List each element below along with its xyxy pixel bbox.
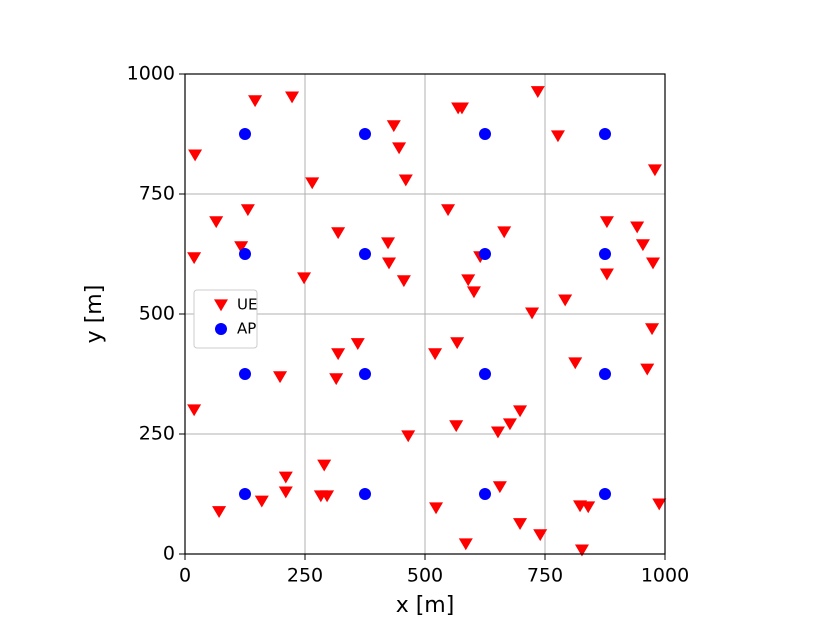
- ap-marker: [239, 248, 251, 260]
- legend-label: AP: [237, 320, 256, 338]
- y-tick-label: 250: [139, 423, 175, 445]
- ap-marker: [479, 368, 491, 380]
- ue-marker: [320, 490, 335, 503]
- ue-marker: [497, 226, 512, 239]
- ue-marker: [317, 459, 332, 472]
- ue-marker: [297, 272, 312, 285]
- ue-marker: [513, 405, 528, 418]
- ue-marker: [386, 120, 401, 133]
- ue-marker: [513, 518, 528, 531]
- ap-marker: [599, 368, 611, 380]
- x-axis-label: x [m]: [396, 593, 455, 618]
- ap-marker: [479, 488, 491, 500]
- legend-marker: [214, 299, 228, 312]
- ap-marker: [599, 248, 611, 260]
- ue-marker: [396, 275, 411, 288]
- ue-marker: [392, 142, 407, 155]
- ue-marker: [429, 502, 444, 515]
- ue-marker: [525, 307, 540, 320]
- ap-marker: [239, 488, 251, 500]
- ue-marker: [558, 294, 573, 307]
- x-tick-label: 1000: [641, 565, 689, 587]
- y-axis-label: y [m]: [82, 285, 107, 344]
- ue-marker: [329, 373, 344, 386]
- ap-marker: [599, 128, 611, 140]
- y-tick-label: 750: [139, 183, 175, 205]
- ue-marker: [212, 506, 227, 519]
- plot-frame: [184, 73, 666, 555]
- ue-marker: [285, 91, 300, 104]
- ap-marker: [239, 368, 251, 380]
- ap-marker: [359, 488, 371, 500]
- ue-marker: [248, 95, 263, 108]
- ue-marker: [630, 221, 645, 234]
- ue-marker: [401, 430, 416, 443]
- ue-marker: [278, 486, 293, 499]
- ue-marker: [428, 348, 443, 361]
- x-tick-label: 0: [179, 565, 191, 587]
- ue-marker: [640, 363, 655, 376]
- legend-label: UE: [237, 296, 257, 314]
- ap-marker: [479, 248, 491, 260]
- ap-marker: [359, 128, 371, 140]
- y-tick-label: 0: [163, 543, 175, 565]
- ue-marker: [502, 418, 517, 431]
- ue-marker: [331, 227, 346, 240]
- ue-marker: [254, 495, 269, 508]
- x-tick-label: 250: [287, 565, 323, 587]
- ue-marker: [533, 529, 548, 542]
- ue-marker: [466, 286, 481, 299]
- ue-marker: [599, 216, 614, 229]
- ue-marker: [454, 102, 469, 115]
- ue-marker: [646, 257, 660, 270]
- ue-marker: [305, 177, 320, 190]
- ue-marker: [187, 252, 202, 265]
- ue-marker: [652, 498, 667, 511]
- ap-marker: [479, 128, 491, 140]
- ue-marker: [645, 323, 660, 336]
- ue-marker: [490, 426, 505, 439]
- ue-marker: [574, 544, 589, 557]
- ue-marker: [350, 338, 365, 351]
- ue-marker: [209, 216, 224, 229]
- ap-marker: [359, 248, 371, 260]
- ue-marker: [550, 130, 565, 143]
- ue-marker: [278, 471, 293, 484]
- ap-marker: [359, 368, 371, 380]
- ue-marker: [568, 357, 583, 370]
- ue-marker: [599, 268, 614, 281]
- ap-marker: [239, 128, 251, 140]
- y-tick-label: 1000: [127, 63, 175, 85]
- y-tick-label: 500: [139, 303, 175, 325]
- ue-marker: [273, 371, 288, 384]
- ue-marker: [461, 274, 476, 287]
- ue-marker: [530, 86, 545, 99]
- ue-marker: [188, 149, 203, 162]
- ue-marker: [581, 501, 596, 514]
- ue-marker: [331, 348, 346, 361]
- ue-marker: [382, 257, 396, 270]
- ue-marker: [240, 204, 255, 217]
- ue-marker: [187, 404, 202, 417]
- ue-marker: [441, 204, 456, 217]
- ue-marker: [635, 239, 650, 252]
- ue-marker: [647, 164, 662, 177]
- ue-marker: [450, 337, 465, 350]
- x-tick-label: 750: [527, 565, 563, 587]
- ue-marker: [449, 420, 464, 433]
- ue-marker: [381, 237, 396, 250]
- ue-marker: [398, 174, 413, 187]
- x-tick-label: 500: [407, 565, 443, 587]
- ue-marker: [492, 481, 507, 494]
- ap-marker: [599, 488, 611, 500]
- legend-marker: [215, 323, 227, 335]
- ue-marker: [458, 538, 473, 551]
- legend-box: [193, 289, 258, 349]
- ue-marker: [234, 241, 249, 254]
